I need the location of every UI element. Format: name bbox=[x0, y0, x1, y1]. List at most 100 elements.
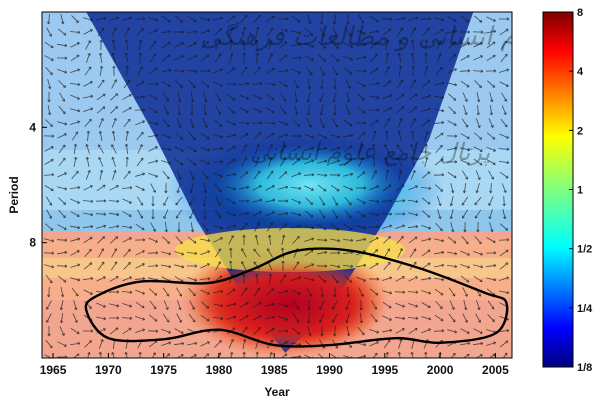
phase-arrow bbox=[486, 159, 496, 165]
phase-arrow bbox=[188, 313, 196, 323]
phase-arrow bbox=[230, 351, 234, 358]
phase-arrow bbox=[330, 159, 340, 165]
phase-arrow bbox=[277, 17, 289, 21]
plot-area: پژوهشگاه علوم انسانی و مطالعات فرهنگی پر… bbox=[41, 11, 513, 359]
phase-arrow bbox=[372, 130, 377, 141]
phase-arrow bbox=[59, 300, 64, 311]
phase-arrow bbox=[485, 251, 497, 255]
phase-arrow bbox=[85, 40, 91, 50]
phase-arrow bbox=[369, 341, 379, 347]
phase-arrow bbox=[60, 287, 65, 298]
phase-arrow bbox=[355, 186, 367, 190]
phase-arrow bbox=[319, 27, 325, 37]
phase-arrow bbox=[420, 186, 432, 190]
phase-arrow bbox=[109, 16, 119, 22]
phase-arrow bbox=[189, 170, 195, 180]
phase-arrow bbox=[148, 314, 158, 322]
phase-arrow bbox=[382, 80, 392, 88]
phase-arrow bbox=[174, 42, 184, 48]
phase-arrow bbox=[382, 315, 392, 321]
phase-arrow bbox=[265, 211, 275, 217]
phase-arrow bbox=[410, 156, 415, 167]
phase-arrow bbox=[346, 326, 351, 337]
phase-arrow bbox=[161, 68, 172, 73]
phase-arrow bbox=[330, 264, 341, 269]
phase-arrow bbox=[174, 328, 184, 334]
phase-arrow bbox=[86, 130, 90, 142]
colorbar-gradient bbox=[542, 11, 574, 368]
phase-arrow bbox=[333, 286, 337, 298]
phase-arrow bbox=[226, 212, 237, 217]
phase-arrow bbox=[319, 92, 325, 102]
phase-arrow bbox=[56, 238, 68, 242]
phase-arrow bbox=[395, 302, 406, 308]
phase-arrow bbox=[498, 160, 510, 165]
phase-arrow bbox=[502, 195, 506, 207]
phase-arrow bbox=[44, 146, 54, 152]
phase-arrow bbox=[384, 248, 390, 258]
phase-arrow bbox=[45, 119, 53, 127]
phase-arrow bbox=[46, 313, 52, 323]
phase-arrow bbox=[437, 196, 442, 207]
phase-arrow bbox=[58, 157, 66, 167]
phase-arrow bbox=[318, 209, 326, 219]
colorbar-tick-label: 1/8 bbox=[577, 362, 592, 374]
phase-arrow bbox=[372, 352, 378, 358]
phase-arrow bbox=[69, 341, 81, 346]
phase-arrow bbox=[420, 17, 432, 21]
phase-arrow bbox=[462, 92, 468, 102]
phase-arrow bbox=[57, 121, 68, 126]
phase-arrow bbox=[161, 15, 171, 23]
phase-arrow bbox=[147, 329, 159, 333]
y-axis: 48 bbox=[29, 120, 47, 250]
phase-arrow bbox=[214, 92, 222, 102]
phase-arrow bbox=[369, 288, 379, 296]
phase-arrow bbox=[460, 159, 470, 165]
phase-arrow bbox=[69, 186, 81, 190]
phase-arrow bbox=[83, 29, 93, 35]
phase-arrow bbox=[229, 52, 234, 63]
phase-arrow bbox=[502, 209, 507, 220]
phase-arrow bbox=[293, 313, 300, 323]
phase-arrow bbox=[421, 262, 431, 270]
phase-arrow bbox=[448, 313, 456, 323]
phase-arrow bbox=[125, 156, 129, 168]
phase-arrow bbox=[84, 118, 92, 127]
phase-arrow bbox=[136, 196, 144, 206]
phase-arrow bbox=[200, 17, 211, 22]
phase-arrow bbox=[460, 250, 470, 256]
x-tick-label: 1990 bbox=[316, 363, 343, 377]
phase-arrow bbox=[407, 290, 419, 294]
phase-arrow bbox=[358, 14, 364, 24]
phase-arrow bbox=[137, 144, 143, 154]
colorbar-tick-label: 8 bbox=[577, 7, 583, 19]
phase-arrow bbox=[213, 134, 224, 139]
phase-arrow bbox=[226, 302, 237, 307]
phase-arrow bbox=[486, 16, 496, 22]
phase-arrow bbox=[82, 276, 94, 281]
phase-arrow bbox=[292, 235, 300, 244]
phase-arrow bbox=[317, 159, 328, 164]
phase-arrow bbox=[291, 327, 301, 335]
phase-arrow bbox=[226, 186, 237, 191]
phase-arrow bbox=[44, 223, 54, 231]
phase-arrow bbox=[435, 144, 443, 154]
phase-arrow bbox=[96, 106, 106, 114]
phase-arrow bbox=[304, 42, 314, 48]
phase-arrow bbox=[265, 315, 276, 320]
phase-arrow bbox=[187, 15, 197, 23]
phase-arrow bbox=[123, 79, 131, 89]
phase-arrow bbox=[407, 225, 419, 229]
phase-arrow bbox=[304, 225, 315, 230]
phase-arrow bbox=[83, 289, 93, 295]
phase-arrow bbox=[488, 170, 494, 180]
phase-arrow bbox=[213, 303, 224, 308]
phase-arrow bbox=[44, 185, 54, 192]
phase-arrow bbox=[304, 237, 315, 242]
phase-arrow bbox=[228, 339, 234, 349]
phase-arrow bbox=[462, 353, 470, 358]
phase-arrow bbox=[291, 68, 301, 74]
phase-arrow bbox=[397, 248, 403, 258]
phase-arrow bbox=[150, 53, 156, 63]
phase-arrow bbox=[186, 264, 198, 268]
